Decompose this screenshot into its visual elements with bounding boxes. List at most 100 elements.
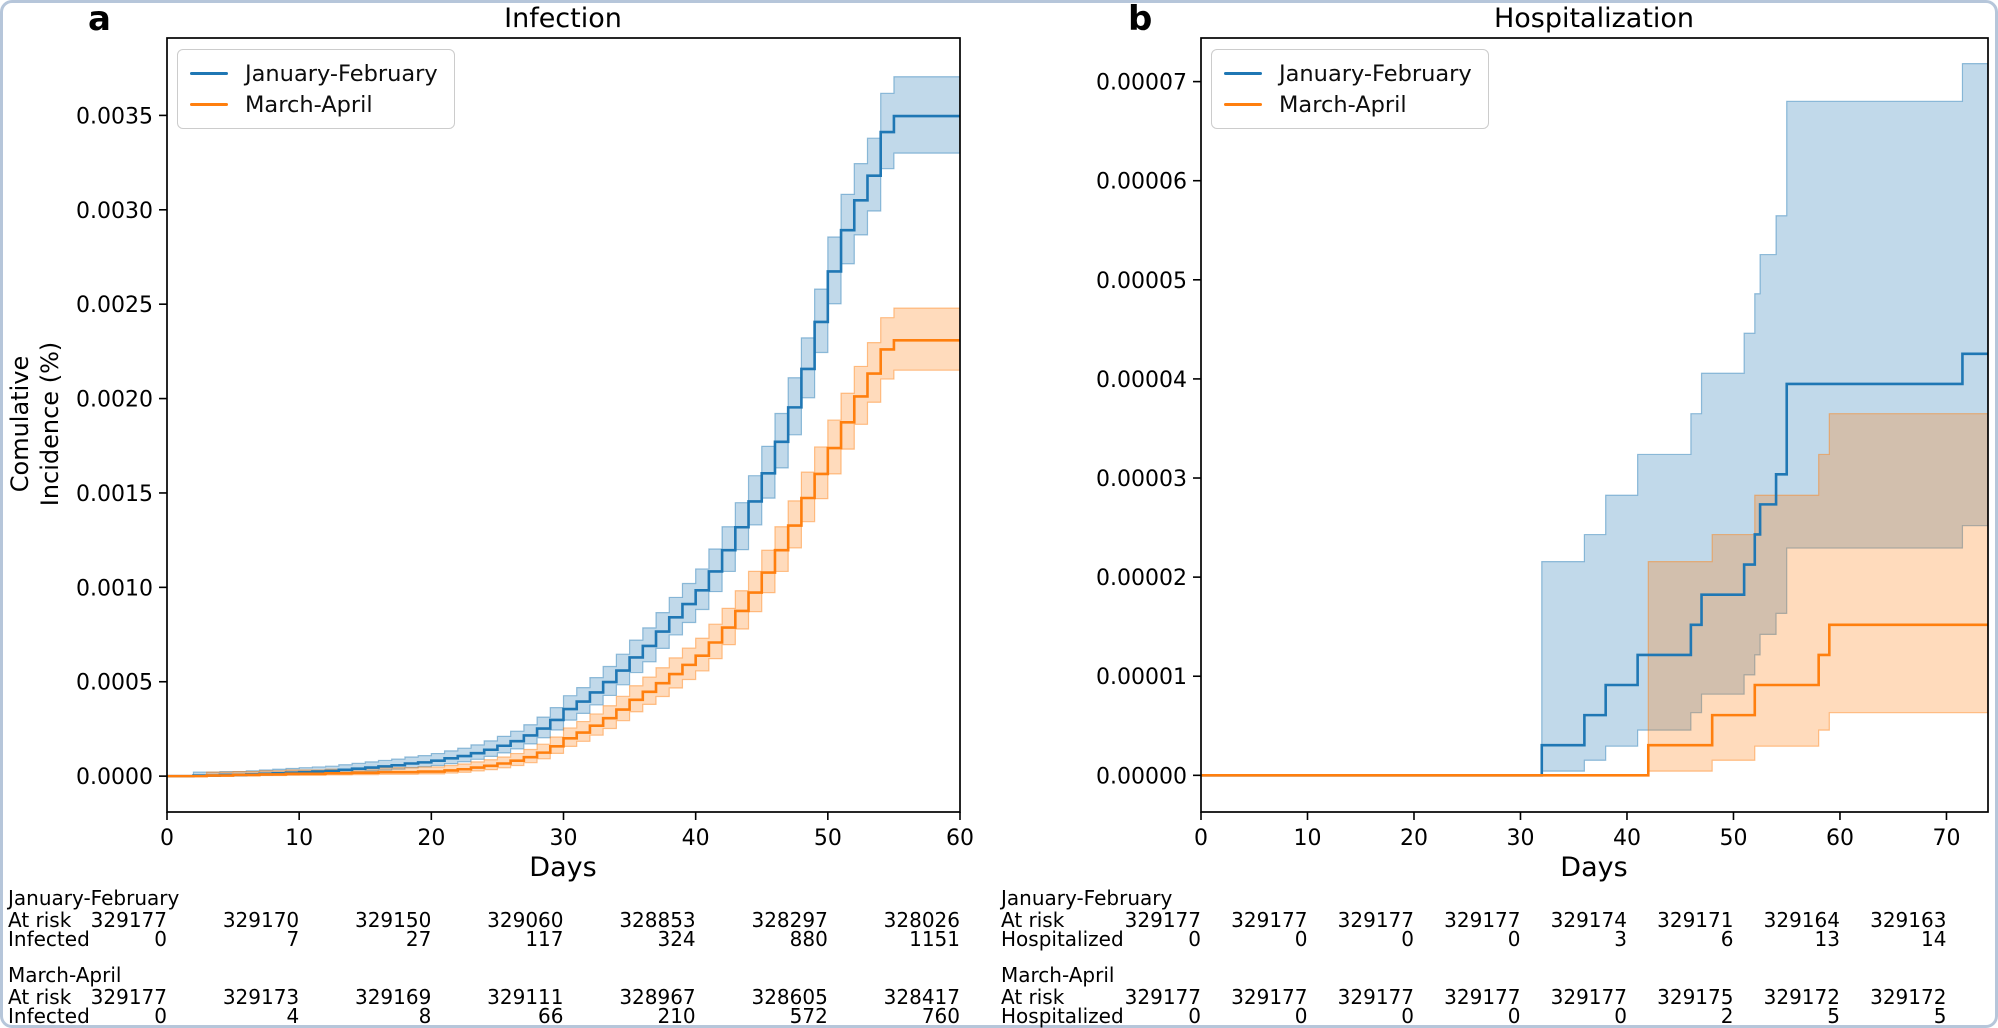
risk-value: 329171 — [1657, 908, 1734, 932]
risk-row-label: At risk — [8, 908, 72, 932]
y-tick-label: 0.0005 — [76, 671, 153, 696]
risk-value: 13 — [1814, 927, 1840, 951]
x-tick-label: 40 — [682, 826, 710, 851]
risk-value: 329177 — [1550, 985, 1627, 1009]
risk-row-label: Infected — [8, 927, 90, 951]
y-tick-label: 0.0035 — [76, 104, 153, 129]
y-tick-label: 0.0010 — [76, 576, 153, 601]
risk-value: 329173 — [222, 985, 300, 1009]
panel-b-xlabel: Days — [1560, 852, 1628, 883]
risk-value: 329177 — [1444, 985, 1521, 1009]
legend-line-swatch-orange — [190, 102, 228, 107]
risk-value: 0 — [1401, 927, 1414, 951]
risk-value: 0 — [154, 927, 167, 951]
risk-value: 328297 — [751, 908, 828, 932]
risk-row-label: At risk — [1001, 908, 1065, 932]
x-tick-label: 50 — [814, 826, 842, 851]
risk-value: 8 — [418, 1004, 432, 1028]
x-tick-label: 20 — [1400, 826, 1428, 851]
legend-label: March-April — [1279, 91, 1407, 118]
risk-value: 328417 — [883, 985, 960, 1009]
series-line — [1201, 623, 1988, 777]
series-line — [167, 338, 960, 778]
risk-value: 2 — [1720, 1004, 1734, 1028]
x-tick-label: 60 — [1826, 826, 1854, 851]
plot-area-1 — [1201, 63, 1988, 777]
risk-value: 0 — [1614, 1004, 1627, 1028]
x-tick-label: 40 — [1613, 826, 1641, 851]
risk-row-label: Infected — [8, 1004, 90, 1028]
risk-value: 0 — [1294, 1004, 1308, 1028]
y-axis-label-line1: Comulative — [6, 355, 34, 493]
risk-value: 6 — [1720, 927, 1734, 951]
plot-area-0 — [167, 76, 960, 778]
panel-b-legend: January-February March-April — [1211, 49, 1489, 129]
risk-value: 329169 — [354, 985, 432, 1009]
risk-value: 328026 — [883, 908, 960, 932]
x-tick-label: 0 — [1194, 826, 1208, 851]
y-tick-label: 0.00002 — [1096, 566, 1187, 591]
legend-item-march-april: March-April — [1224, 89, 1472, 120]
risk-value: 329170 — [222, 908, 300, 932]
risk-value: 329177 — [1231, 908, 1308, 932]
risk-row-label: Hospitalized — [1001, 1004, 1124, 1028]
panel-b-title: Hospitalization — [1493, 3, 1695, 34]
risk-value: 210 — [657, 1004, 696, 1028]
y-axis-label-line2: Incidence (%) — [36, 341, 64, 507]
risk-value: 329177 — [90, 985, 167, 1009]
risk-value: 5 — [1827, 1004, 1840, 1028]
series-line — [167, 114, 960, 778]
risk-value: 324 — [657, 927, 696, 951]
risk-value: 329174 — [1550, 908, 1627, 932]
y-tick-label: 0.00006 — [1096, 170, 1187, 195]
risk-value: 329177 — [1337, 908, 1414, 932]
x-tick-label: 10 — [1293, 826, 1321, 851]
legend-line-swatch-orange — [1224, 102, 1262, 107]
risk-value: 329177 — [90, 908, 167, 932]
risk-value: 329172 — [1763, 985, 1840, 1009]
legend-label: March-April — [245, 91, 373, 118]
risk-value: 0 — [1294, 927, 1308, 951]
risk-value: 7 — [286, 927, 300, 951]
legend-line-swatch-blue — [1224, 71, 1262, 76]
risk-value: 328967 — [619, 985, 696, 1009]
panel-a-title: Infection — [504, 3, 622, 34]
risk-value: 3 — [1614, 927, 1627, 951]
risk-value: 1151 — [909, 927, 960, 951]
risk-table-group-name: March-April — [8, 963, 122, 987]
risk-value: 880 — [789, 927, 828, 951]
legend-line-swatch-blue — [190, 71, 228, 76]
risk-value: 329150 — [354, 908, 432, 932]
y-tick-label: 0.0030 — [76, 199, 153, 224]
y-tick-label: 0.0020 — [76, 388, 153, 413]
axes-frame — [1200, 37, 1989, 813]
risk-row-label: Hospitalized — [1001, 927, 1124, 951]
risk-value: 329164 — [1763, 908, 1840, 932]
x-tick-label: 70 — [1932, 826, 1960, 851]
risk-value: 329177 — [1124, 985, 1201, 1009]
risk-value: 27 — [405, 927, 432, 951]
y-tick-label: 0.00007 — [1096, 71, 1187, 96]
risk-value: 14 — [1921, 927, 1947, 951]
risk-row-label: At risk — [8, 985, 72, 1009]
y-axis-label: Comulative Incidence (%) — [5, 274, 67, 574]
risk-value: 329177 — [1444, 908, 1521, 932]
x-tick-label: 30 — [550, 826, 578, 851]
risk-table-group-name: January-February — [1001, 886, 1173, 910]
x-tick-label: 50 — [1719, 826, 1747, 851]
panel-a-xlabel: Days — [529, 852, 597, 883]
risk-value: 329111 — [487, 985, 564, 1009]
y-tick-label: 0.00003 — [1096, 467, 1187, 492]
risk-value: 4 — [286, 1004, 300, 1028]
x-tick-label: 20 — [417, 826, 445, 851]
risk-value: 329177 — [1337, 985, 1414, 1009]
risk-value: 328853 — [619, 908, 696, 932]
risk-value: 0 — [1188, 927, 1201, 951]
risk-table-group-name: March-April — [1001, 963, 1115, 987]
risk-value: 329175 — [1657, 985, 1734, 1009]
legend-item-january-february: January-February — [1224, 58, 1472, 89]
series-line — [1201, 352, 1988, 777]
risk-value: 117 — [525, 927, 564, 951]
